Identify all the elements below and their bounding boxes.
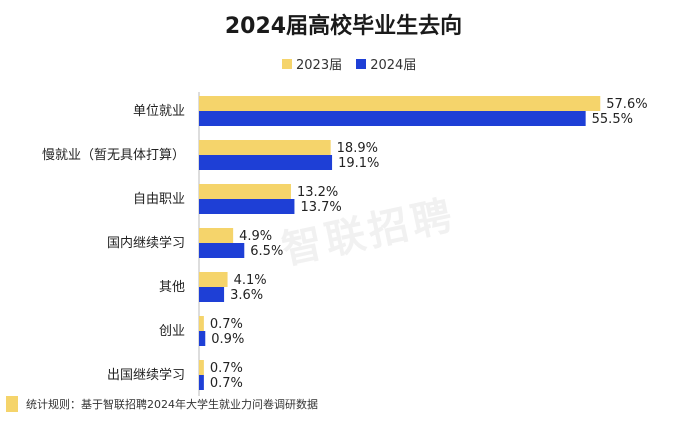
bar-2024 — [199, 111, 586, 126]
data-label: 0.7% — [210, 361, 243, 376]
bar-2024 — [199, 155, 333, 170]
bar-2023 — [199, 140, 331, 155]
legend-item-2024: 2024届 — [356, 54, 416, 73]
legend-swatch-2024 — [356, 58, 367, 69]
bar-2024 — [199, 287, 225, 302]
legend-item-2023: 2023届 — [282, 54, 342, 73]
legend-swatch-2023 — [282, 58, 292, 69]
legend-label-2023: 2023届 — [296, 58, 343, 73]
bar-2023 — [199, 184, 291, 199]
data-label: 3.6% — [230, 288, 263, 303]
data-label: 57.6% — [606, 97, 647, 112]
data-label: 0.7% — [210, 317, 243, 332]
data-label: 18.9% — [337, 141, 378, 156]
data-label: 4.1% — [234, 273, 267, 288]
data-label: 55.5% — [592, 112, 633, 127]
data-label: 6.5% — [250, 244, 283, 259]
bar-2023 — [199, 228, 234, 243]
bar-2023 — [199, 96, 601, 111]
category-label: 慢就业（暂无具体打算） — [42, 147, 185, 163]
category-label: 其他 — [159, 280, 185, 295]
bar-2024 — [199, 199, 295, 214]
footnote: 统计规则：基于智联招聘2024年大学生就业力问卷调研数据 — [6, 396, 318, 412]
category-label: 创业 — [159, 324, 185, 339]
category-label: 单位就业 — [133, 104, 185, 119]
category-label: 国内继续学习 — [107, 235, 185, 251]
bar-2024 — [199, 375, 204, 390]
category-label: 自由职业 — [133, 192, 185, 207]
category-label: 出国继续学习 — [107, 367, 185, 383]
footnote-text: 统计规则：基于智联招聘2024年大学生就业力问卷调研数据 — [26, 398, 318, 411]
bar-2024 — [199, 243, 245, 258]
chart-title: 2024届高校毕业生去向 — [224, 14, 463, 39]
footnote-marker — [6, 396, 18, 412]
data-label: 4.9% — [239, 229, 272, 244]
data-label: 0.7% — [210, 376, 243, 391]
data-label: 13.7% — [300, 200, 341, 215]
data-label: 13.2% — [297, 185, 338, 200]
legend: 2023届 2024届 — [282, 54, 426, 73]
bar-2024 — [199, 331, 206, 346]
bar-2023 — [199, 316, 204, 331]
data-label: 0.9% — [211, 332, 244, 347]
bar-2023 — [199, 272, 228, 287]
bar-2023 — [199, 360, 204, 375]
legend-label-2024: 2024届 — [370, 58, 417, 73]
data-label: 19.1% — [338, 156, 379, 171]
